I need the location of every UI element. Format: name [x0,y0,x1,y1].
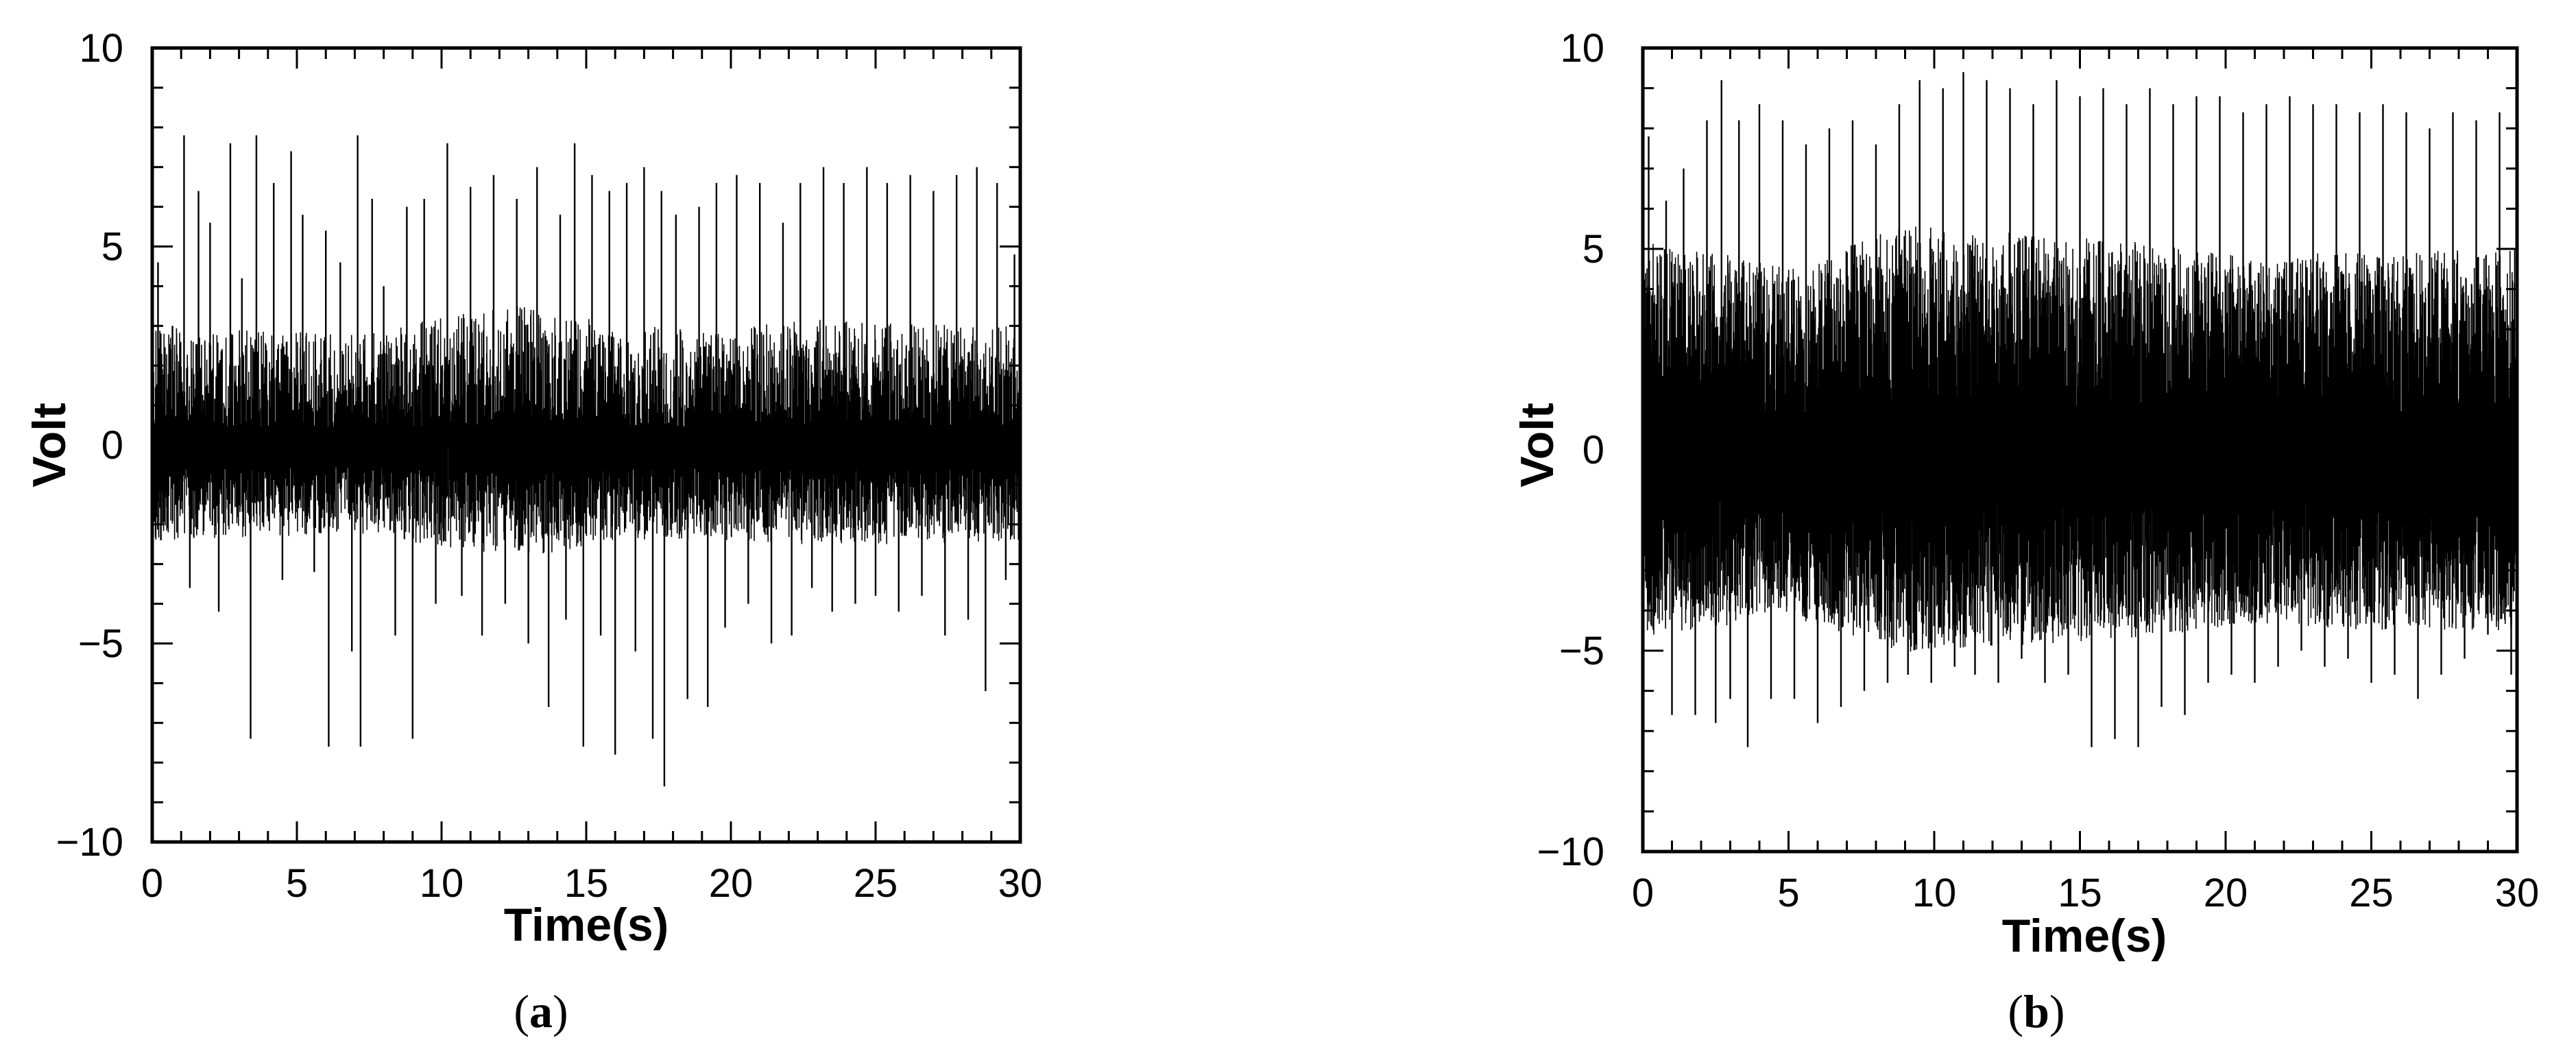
y-axis-title-b: Volt [1511,402,1563,487]
x-tick-label-b: 5 [1777,871,1799,915]
x-tick-label-b: 10 [1912,871,1957,915]
y-tick-label-a: −5 [78,622,123,666]
x-tick-label-a: 30 [998,861,1043,906]
signal-series-b [1642,72,2518,747]
y-tick-label-b: −5 [1559,629,1604,673]
x-tick-label-b: 30 [2495,871,2540,915]
x-tick-label-b: 20 [2204,871,2248,915]
y-axis-title-a: Volt [23,402,75,487]
x-tick-label-a: 15 [564,861,609,906]
x-axis-title-a: Time(s) [504,899,669,951]
x-tick-label-b: 0 [1632,871,1654,915]
x-tick-label-a: 25 [854,861,898,906]
x-tick-label-a: 10 [420,861,464,906]
x-tick-label-a: 0 [141,861,163,906]
x-tick-label-a: 5 [286,861,308,906]
signal-series-a [152,135,1021,786]
caption-a: (a) [514,985,568,1037]
chart-panel-a: 0 5 10 15 20 25 30 10 5 0 −5 −10 Volt Time(s) (a) [23,26,1043,1037]
y-tick-label-b: 5 [1582,227,1604,272]
y-tick-label-a: 5 [101,225,123,269]
plot-frame-a [150,46,1022,844]
x-axis-title-b: Time(s) [2002,910,2167,962]
x-tick-label-a: 20 [709,861,754,906]
y-tick-label-b: 10 [1560,26,1604,71]
chart-a-svg: 0 5 10 15 20 25 30 10 5 0 −5 −10 Volt Time(s) (a) [23,26,1043,1037]
y-tick-label-a: 0 [101,423,123,468]
caption-b: (b) [2008,985,2065,1037]
plot-frame-b [1641,46,2519,854]
y-tick-label-a: 10 [79,26,123,71]
x-tick-label-b: 25 [2349,871,2394,915]
x-tick-label-b: 15 [2058,871,2102,915]
chart-b-svg: 0 5 10 15 20 25 30 10 5 0 −5 −10 Volt Time(s) (b) [1511,26,2540,1037]
y-tick-label-b: −10 [1537,830,1604,874]
y-tick-label-a: −10 [56,820,123,865]
chart-panel-b: 0 5 10 15 20 25 30 10 5 0 −5 −10 Volt Time(s) (b) [1289,0,2576,1060]
y-tick-label-b: 0 [1582,428,1604,472]
